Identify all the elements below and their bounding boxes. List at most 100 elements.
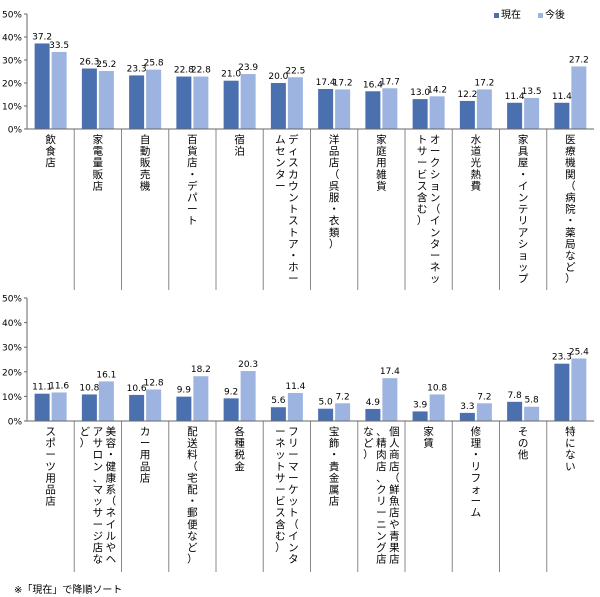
- category-label: カー用品店: [140, 426, 151, 484]
- category-label: 配送料（宅配・郵便など）: [187, 426, 198, 566]
- bar-future: [335, 89, 351, 129]
- category-label: フリーマーケット（インターネットサービス含む）: [275, 426, 299, 566]
- data-label: 10.8: [79, 383, 99, 393]
- bar-future: [524, 97, 540, 129]
- bar-current: [365, 408, 381, 421]
- y-tick-label: 0%: [8, 126, 23, 136]
- legend-label: 今後: [545, 8, 565, 21]
- data-label: 22.5: [285, 66, 305, 76]
- legend-swatch: [494, 13, 499, 18]
- data-label: 17.7: [380, 77, 400, 87]
- category-label: その他: [518, 426, 529, 461]
- data-label: 4.9: [366, 398, 381, 408]
- category-label: スポーツ用品店: [45, 426, 56, 508]
- data-label: 11.4: [505, 92, 525, 102]
- data-label: 12.8: [144, 379, 164, 389]
- data-label: 17.2: [474, 78, 494, 88]
- bar-future: [51, 51, 67, 130]
- category-label: ディスカウントストア・ホームセンター: [275, 133, 299, 285]
- data-label: 13.0: [410, 88, 430, 98]
- bar-current: [176, 76, 192, 129]
- data-label: 3.9: [413, 400, 428, 410]
- data-label: 16.4: [363, 80, 383, 90]
- data-label: 7.2: [477, 392, 491, 402]
- data-label: 23.9: [238, 63, 258, 73]
- data-label: 27.2: [569, 55, 589, 65]
- bar-future: [571, 358, 587, 421]
- bar-future: [476, 403, 492, 421]
- data-label: 22.8: [174, 66, 194, 76]
- data-label: 23.3: [552, 353, 572, 363]
- data-label: 25.4: [569, 348, 589, 358]
- bar-current: [318, 88, 334, 129]
- bar-future: [571, 66, 587, 129]
- category-label: 家具屋・インテリアショップ: [518, 133, 529, 285]
- category-label: 修理・リフォーム: [471, 425, 482, 519]
- data-label: 11.1: [32, 383, 52, 393]
- bar-current: [223, 398, 239, 421]
- bar-current: [554, 102, 570, 129]
- category-label: 洋品店（呉服・衣類）: [329, 133, 340, 250]
- data-label: 23.3: [127, 64, 147, 74]
- data-label: 5.8: [524, 396, 539, 406]
- bar-future: [335, 403, 351, 421]
- bar-future: [476, 89, 492, 129]
- bar-future: [193, 76, 209, 129]
- bar-current: [223, 80, 239, 129]
- data-label: 17.4: [316, 78, 336, 88]
- bar-future: [98, 381, 114, 421]
- data-label: 37.2: [32, 32, 52, 42]
- category-label: 家賃: [423, 425, 434, 450]
- chart-panel-1: 0% 10% 20% 30% 40% 50% 37.233.5 飲食店 26.325.2 家電量販…: [2, 8, 594, 290]
- data-label: 10.6: [127, 384, 147, 394]
- bar-current: [176, 396, 192, 421]
- bar-current: [129, 75, 145, 129]
- category-label: 宝飾・貴金属店: [329, 425, 340, 508]
- category-label: 水道光熱費: [471, 134, 482, 192]
- data-label: 14.2: [427, 85, 447, 95]
- bar-future: [98, 71, 114, 129]
- category-label: 家電量販店: [93, 133, 104, 192]
- category-label: 医療機関（病院・薬局など）: [565, 134, 576, 285]
- data-label: 5.6: [271, 396, 286, 406]
- category-label: 美容・健康系（ネイルやヘアサロン、マッサージ店など）: [80, 425, 117, 566]
- legend: 現在 今後: [494, 8, 565, 21]
- category-label: 自動販売機: [140, 133, 151, 192]
- bar-future: [287, 77, 303, 129]
- data-label: 17.2: [333, 78, 353, 88]
- data-label: 20.3: [238, 360, 258, 370]
- bar-future: [429, 394, 445, 421]
- y-tick-label: 30%: [2, 57, 22, 67]
- data-label: 7.2: [335, 392, 349, 402]
- category-label: 個人商店（鮮魚店や青果店、精肉店、クリーニング店など）: [363, 425, 400, 566]
- data-label: 25.2: [96, 60, 116, 70]
- data-label: 33.5: [49, 41, 69, 51]
- y-tick-label: 40%: [2, 34, 22, 44]
- data-label: 3.3: [460, 402, 474, 412]
- bar-current: [365, 91, 381, 129]
- category-label: 家庭用雑貨: [376, 133, 387, 192]
- chart-panel-2: 0% 10% 20% 30% 40% 50% 11.111.6 スポーツ用品店 10.8 16.1…: [2, 295, 594, 572]
- data-label: 18.2: [191, 365, 211, 375]
- bar-current: [459, 100, 475, 129]
- footnote: ※「現在」で降順ソート: [14, 585, 123, 596]
- data-label: 13.5: [522, 87, 542, 97]
- bar-future: [240, 371, 256, 421]
- y-tick-label: 10%: [2, 393, 22, 403]
- bar-future: [524, 406, 540, 421]
- bar-current: [81, 68, 97, 129]
- data-label: 9.9: [177, 386, 192, 396]
- data-label: 17.4: [380, 367, 400, 377]
- bar-current: [34, 43, 50, 129]
- bar-current: [270, 83, 286, 129]
- bar-current: [459, 412, 475, 421]
- bar-current: [507, 102, 523, 129]
- bar-current: [129, 394, 145, 421]
- legend-label: 現在: [501, 9, 521, 21]
- y-tick-label: 20%: [2, 80, 22, 90]
- legend-swatch: [538, 13, 543, 18]
- bar-future: [382, 378, 398, 421]
- category-label: 特にない: [565, 426, 576, 473]
- data-label: 5.0: [318, 398, 333, 408]
